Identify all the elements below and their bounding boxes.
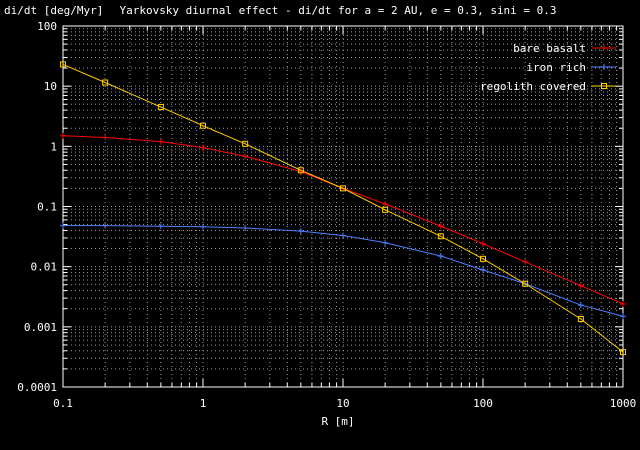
regolith-covered-point: [297, 167, 304, 174]
bare-basalt-point: [480, 240, 486, 247]
bare-basalt-point: [437, 223, 444, 230]
regolith-covered-point: [340, 185, 346, 192]
y-tick-label: 1: [50, 140, 57, 153]
regolith-covered-point: [157, 104, 164, 111]
chart-title: Yarkovsky diurnal effect - di/dt for a =…: [119, 4, 556, 17]
x-tick-labels: 0.1 1 10 100 1000: [53, 397, 636, 410]
legend-label: regolith covered: [480, 80, 586, 93]
bare-basalt-legend-marker: [601, 45, 607, 51]
x-tick-label: 1: [200, 397, 207, 410]
bare-basalt-point: [102, 134, 109, 141]
iron-rich-point: [102, 222, 109, 229]
y-axis-label: di/dt [deg/Myr]: [4, 4, 103, 17]
y-tick-label: 100: [37, 20, 57, 33]
bare-basalt-point: [382, 201, 389, 208]
iron-rich-point: [437, 253, 444, 260]
regolith-covered-point: [437, 233, 444, 240]
legend: bare basalt iron rich regolith covered: [480, 42, 616, 93]
iron-rich-point: [200, 223, 206, 230]
regolith-covered-point: [60, 61, 66, 68]
regolith-covered-point: [480, 255, 486, 262]
x-tick-label: 1000: [610, 397, 637, 410]
iron-rich-point: [60, 222, 66, 229]
x-tick-label: 0.1: [53, 397, 73, 410]
iron-rich-point: [620, 313, 626, 320]
iron-rich-legend-marker: [601, 64, 607, 70]
regolith-covered-point: [382, 206, 389, 213]
regolith-covered-point: [522, 280, 529, 287]
iron-rich-point: [297, 228, 304, 235]
series-layer: [60, 61, 626, 356]
bare-basalt-point: [620, 300, 626, 307]
iron-rich-point: [340, 232, 346, 239]
y-tick-label: 0.01: [31, 261, 58, 274]
iron-rich-point: [382, 239, 389, 246]
legend-label: bare basalt: [513, 42, 586, 55]
iron-rich-point: [577, 302, 584, 309]
bare-basalt-point: [242, 153, 249, 160]
legend-label: iron rich: [526, 61, 586, 74]
axis-ticks: [62, 26, 623, 388]
regolith-covered-legend-marker: [601, 83, 607, 89]
y-tick-label: 10: [44, 80, 57, 93]
y-tick-label: 0.1: [37, 201, 57, 214]
y-tick-label: 0.001: [24, 321, 57, 334]
bare-basalt-point: [577, 282, 584, 289]
x-tick-label: 10: [336, 397, 349, 410]
bare-basalt-point: [157, 138, 164, 145]
regolith-covered-point: [620, 349, 626, 356]
bare-basalt-point: [60, 132, 66, 139]
y-tick-label: 0.0001: [17, 381, 57, 394]
plot-frame: [62, 25, 624, 388]
x-axis-label: R [m]: [321, 415, 354, 428]
iron-rich-point: [157, 223, 164, 230]
x-tick-label: 100: [473, 397, 493, 410]
regolith-covered-point: [577, 315, 584, 322]
iron-rich-point: [242, 224, 249, 231]
regolith-covered-line: [62, 63, 624, 353]
y-tick-labels: 100 10 1 0.1 0.01 0.001 0.0001: [17, 20, 57, 394]
bare-basalt-point: [522, 258, 529, 265]
regolith-covered-point: [242, 140, 249, 147]
regolith-covered-point: [200, 122, 206, 129]
iron-rich-point: [480, 267, 486, 274]
regolith-covered-point: [102, 79, 109, 86]
bare-basalt-point: [200, 144, 206, 151]
